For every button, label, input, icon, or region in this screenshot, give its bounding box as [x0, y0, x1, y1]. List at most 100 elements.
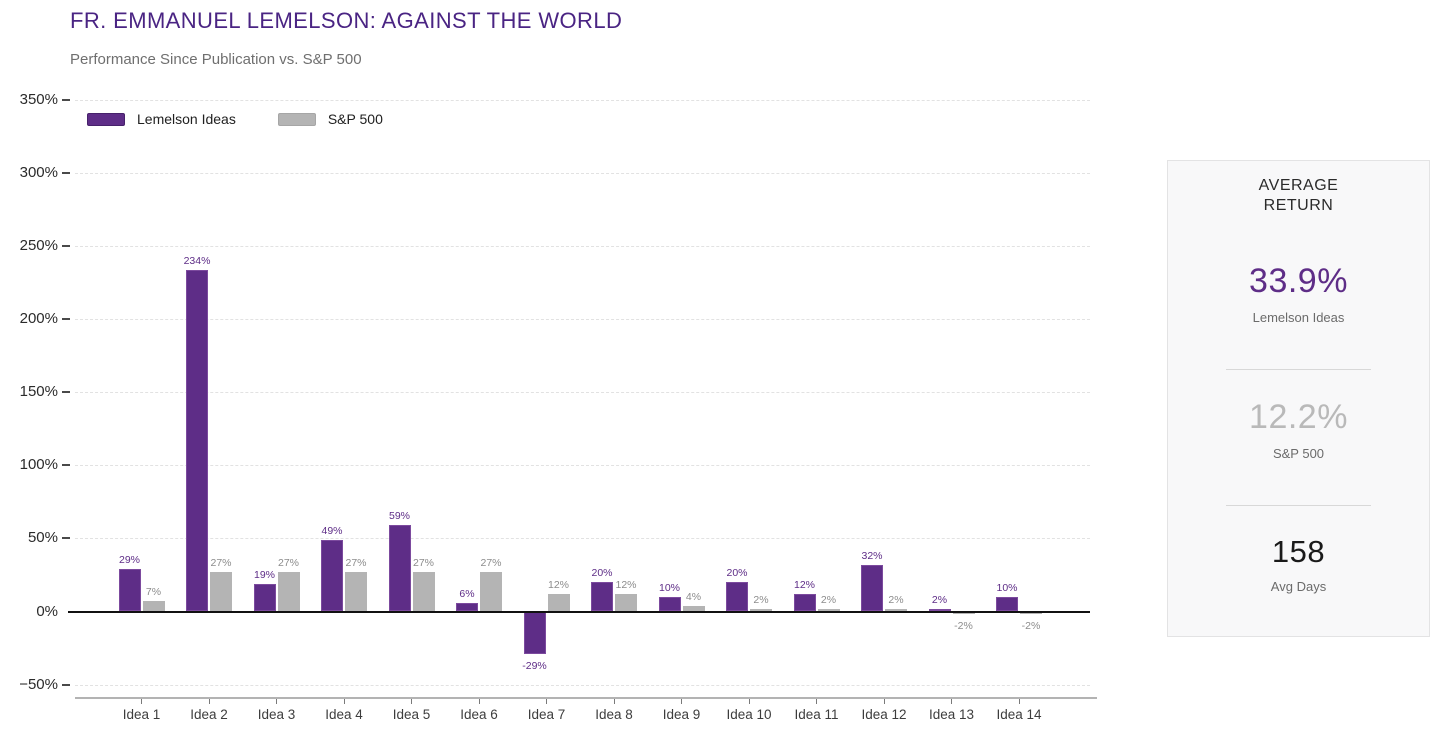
x-tick	[546, 698, 547, 704]
bar-value-label: 29%	[118, 554, 140, 567]
x-tick	[1018, 698, 1020, 704]
bar-sp500	[952, 611, 975, 615]
bar-value-label: 27%	[412, 557, 434, 570]
chart-legend: Lemelson Ideas S&P 500	[87, 111, 425, 127]
x-tick	[276, 698, 277, 704]
legend-label: Lemelson Ideas	[137, 111, 236, 127]
x-axis-line	[75, 697, 1097, 699]
y-axis-label: 0%	[36, 602, 58, 620]
x-tick	[208, 698, 210, 704]
bar-value-label: 59%	[388, 510, 410, 523]
lemelson-swatch-icon	[87, 112, 125, 126]
gridline	[75, 319, 1090, 321]
y-tick	[62, 537, 70, 540]
x-axis-label: Idea 8	[595, 707, 633, 722]
bar-value-label: -2%	[954, 620, 973, 633]
bar-sp500	[142, 601, 165, 612]
bar-value-label: 4%	[685, 590, 702, 603]
x-axis-label: Idea 14	[996, 707, 1042, 722]
gridline	[75, 173, 1090, 175]
x-axis-label: Idea 6	[460, 707, 498, 722]
y-tick	[62, 99, 70, 101]
y-axis-label: 200%	[19, 310, 58, 328]
bar-value-label: 27%	[345, 557, 367, 570]
bar-value-label: 32%	[861, 549, 883, 562]
bar-sp500	[345, 572, 367, 612]
x-axis-label: Idea 11	[794, 707, 839, 722]
x-tick	[411, 698, 412, 704]
bar-lemelson	[321, 539, 343, 612]
x-tick	[816, 698, 817, 704]
zero-axis-line	[68, 610, 1090, 613]
bar-value-label: 20%	[726, 567, 748, 580]
bar-value-label: 27%	[210, 557, 232, 570]
bar-value-label: 20%	[591, 567, 613, 580]
panel-title: AVERAGE RETURN	[1258, 177, 1339, 214]
bar-value-label: 7%	[145, 586, 162, 599]
x-axis-label: Idea 2	[190, 707, 228, 722]
x-axis-label: Idea 1	[122, 707, 161, 722]
bar-sp500	[277, 572, 300, 612]
y-axis-label: 50%	[27, 529, 58, 547]
gridline	[75, 246, 1090, 248]
x-axis-label: Idea 4	[325, 707, 363, 722]
bar-value-label: -2%	[1021, 620, 1041, 633]
y-tick	[62, 464, 70, 467]
stat-lemelson-average: 33.9% Lemelson Ideas	[1168, 262, 1429, 325]
x-axis-label: Idea 13	[928, 707, 975, 722]
bar-value-label: 12%	[793, 578, 815, 591]
gridline	[75, 100, 1090, 101]
bar-value-label: 27%	[277, 557, 299, 570]
stat-label-sp500: S&P 500	[1272, 446, 1325, 461]
legend-item-lemelson: Lemelson Ideas	[87, 111, 236, 127]
bar-sp500	[412, 572, 435, 612]
stat-value-lemelson: 33.9%	[1249, 262, 1348, 300]
bar-sp500	[615, 593, 637, 612]
x-tick	[343, 698, 345, 704]
y-axis-label: 250%	[19, 237, 58, 255]
y-axis-label: 300%	[19, 164, 58, 182]
x-axis-label: Idea 5	[392, 707, 431, 722]
bar-sp500	[1020, 611, 1042, 615]
bar-chart: 350% 300% 250% 200% 150% 100% 50% 0% −50% 29% 7% Id…	[19, 91, 1097, 722]
y-axis-label: 100%	[19, 456, 58, 474]
stat-value-avg-days: 158	[1271, 534, 1326, 569]
bar-value-label: 2%	[888, 593, 904, 606]
y-axis-label: 350%	[19, 91, 58, 108]
x-tick	[681, 698, 682, 704]
y-tick	[62, 683, 70, 686]
bar-sp500	[885, 608, 907, 612]
sp500-swatch-icon	[277, 112, 316, 126]
bar-value-label: -29%	[522, 659, 547, 672]
x-tick	[141, 698, 142, 704]
x-axis-label: Idea 9	[662, 707, 701, 722]
bar-value-label: 10%	[996, 581, 1018, 594]
x-axis-label: Idea 3	[257, 707, 296, 722]
panel-divider	[1226, 369, 1371, 370]
bar-value-label: 234%	[183, 254, 211, 267]
panel-divider	[1226, 505, 1371, 506]
legend-label: S&P 500	[327, 111, 383, 127]
x-tick	[748, 698, 750, 704]
y-tick	[62, 318, 70, 321]
stat-sp500-average: 12.2% S&P 500	[1168, 398, 1429, 461]
x-tick	[883, 698, 885, 704]
bar-lemelson	[253, 583, 276, 612]
bar-value-label: 49%	[321, 524, 343, 537]
bar-value-label: 10%	[658, 581, 680, 594]
gridline	[75, 465, 1090, 467]
bar-value-label: 27%	[480, 557, 502, 570]
bar-sp500	[480, 572, 502, 612]
bar-lemelson	[523, 611, 546, 654]
bar-sp500	[547, 593, 570, 612]
x-tick	[951, 698, 952, 704]
bar-sp500	[817, 608, 840, 612]
average-return-panel: AVERAGE RETURN 33.9% Lemelson Ideas 12.2…	[1167, 160, 1430, 637]
legend-item-sp500: S&P 500	[277, 111, 383, 127]
y-tick	[62, 172, 70, 175]
stat-label-lemelson: Lemelson Ideas	[1252, 310, 1345, 325]
bar-value-label: 12%	[615, 578, 637, 591]
bar-lemelson	[996, 596, 1018, 612]
y-tick	[62, 245, 70, 248]
bar-sp500	[682, 605, 705, 612]
